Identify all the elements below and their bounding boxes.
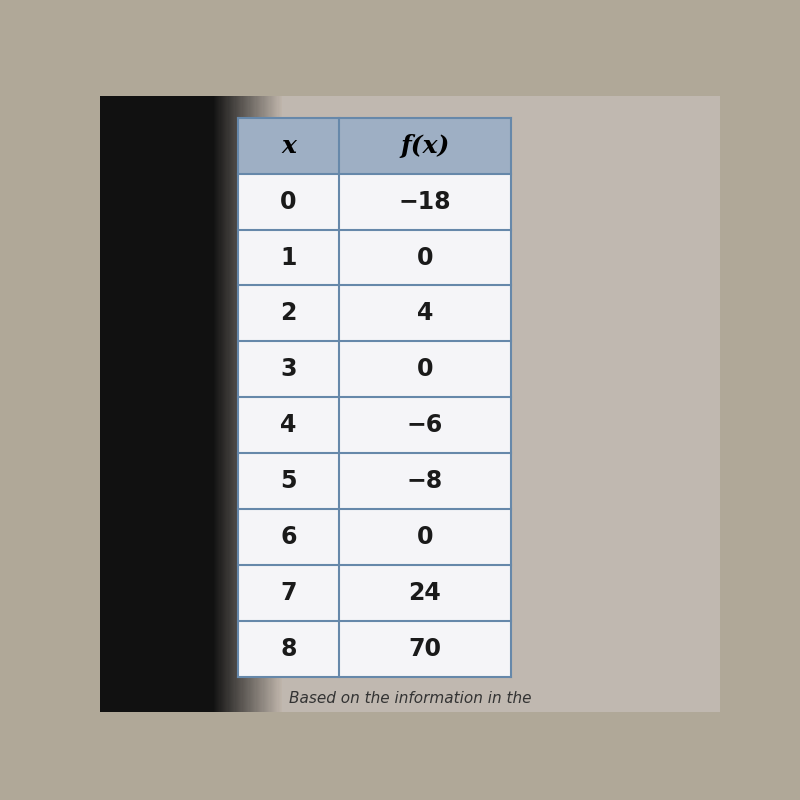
Text: Based on the information in the: Based on the information in the [289, 690, 531, 706]
Bar [234, 96, 236, 712]
Bar [272, 96, 273, 712]
Bar [246, 96, 247, 712]
Bar [275, 96, 276, 712]
Bar [219, 96, 221, 712]
Text: 0: 0 [417, 358, 433, 382]
Bar [214, 96, 216, 712]
Bar [216, 96, 217, 712]
Bar [239, 96, 240, 712]
Text: −6: −6 [406, 414, 443, 438]
Bar [237, 96, 238, 712]
Bar [257, 96, 258, 712]
Bar [238, 174, 510, 230]
Text: f(x): f(x) [400, 134, 450, 158]
Bar [274, 96, 275, 712]
Bar [238, 230, 510, 286]
Bar [244, 96, 245, 712]
Text: 4: 4 [417, 302, 433, 326]
Bar [236, 96, 237, 712]
Bar [245, 96, 246, 712]
Bar [238, 118, 510, 174]
Bar [238, 510, 510, 566]
Bar [212, 96, 214, 712]
Bar [218, 96, 219, 712]
Bar [222, 96, 223, 712]
Bar [238, 342, 510, 398]
Bar [278, 96, 280, 712]
Bar [238, 454, 510, 510]
Bar [262, 96, 264, 712]
Bar [266, 96, 267, 712]
Bar [221, 96, 222, 712]
Bar [225, 96, 226, 712]
Text: 4: 4 [280, 414, 297, 438]
Bar [223, 96, 224, 712]
Text: 1: 1 [280, 246, 297, 270]
Text: 2: 2 [280, 302, 297, 326]
Text: 70: 70 [408, 638, 442, 662]
Text: 3: 3 [280, 358, 297, 382]
Bar [268, 96, 270, 712]
Bar [270, 96, 272, 712]
Text: 0: 0 [417, 246, 433, 270]
Bar [238, 398, 510, 454]
Bar [238, 286, 510, 342]
Bar [227, 96, 229, 712]
Bar [232, 96, 234, 712]
Text: 8: 8 [280, 638, 297, 662]
Bar [238, 622, 510, 678]
Bar [250, 96, 252, 712]
Bar [281, 96, 282, 712]
Bar [240, 96, 242, 712]
Bar [238, 566, 510, 622]
Text: x: x [281, 134, 296, 158]
Bar [276, 96, 278, 712]
Bar [265, 96, 266, 712]
Text: 24: 24 [409, 582, 441, 606]
Text: 0: 0 [417, 526, 433, 550]
Bar [258, 96, 259, 712]
Text: −18: −18 [398, 190, 451, 214]
Bar [247, 96, 249, 712]
Bar [249, 96, 250, 712]
Bar [259, 96, 260, 712]
Bar [273, 96, 274, 712]
Text: 7: 7 [280, 582, 297, 606]
Bar [282, 96, 720, 712]
Bar [226, 96, 227, 712]
Bar [229, 96, 230, 712]
Bar [252, 96, 253, 712]
Bar [224, 96, 226, 712]
Bar [230, 96, 231, 712]
Bar [260, 96, 262, 712]
Text: 0: 0 [280, 190, 297, 214]
Bar [231, 96, 232, 712]
Bar [217, 96, 218, 712]
Text: 5: 5 [280, 470, 297, 494]
Bar [267, 96, 268, 712]
Bar [250, 96, 251, 712]
Text: 6: 6 [280, 526, 297, 550]
Bar [254, 96, 255, 712]
Bar [263, 96, 265, 712]
Bar [280, 96, 281, 712]
Bar [238, 96, 239, 712]
Bar [100, 96, 212, 712]
Bar [242, 96, 244, 712]
Bar [253, 96, 254, 712]
Text: −8: −8 [406, 470, 443, 494]
Bar [255, 96, 257, 712]
